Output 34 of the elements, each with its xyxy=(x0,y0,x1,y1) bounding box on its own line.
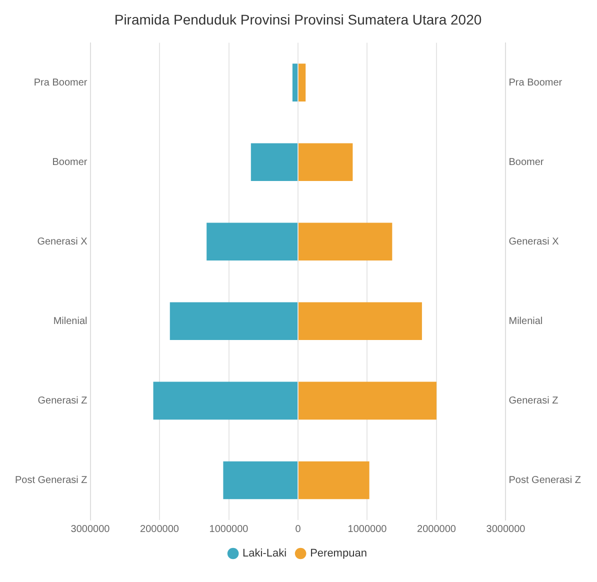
x-tick-label: 3000000 xyxy=(70,524,110,535)
category-label: Milenial xyxy=(508,316,543,327)
category-label: Generasi X xyxy=(508,236,559,248)
category-label: Generasi Z xyxy=(508,395,558,406)
y-tick-label: Pra Boomer xyxy=(34,77,88,88)
y-tick-label: Generasi Z xyxy=(38,395,88,406)
x-tick-label: 2000000 xyxy=(417,524,456,535)
y-tick-label: Post Generasi Z xyxy=(14,474,88,486)
category-label: Boomer xyxy=(508,156,544,168)
bar xyxy=(170,302,298,340)
bar xyxy=(298,143,353,181)
y-tick-label: Generasi X xyxy=(37,236,88,248)
x-tick-label: 1000000 xyxy=(348,524,388,535)
bar xyxy=(298,64,306,102)
legend-label: Perempuan xyxy=(310,548,367,560)
bar xyxy=(292,64,298,102)
category-label: Post Generasi Z xyxy=(508,474,582,486)
bar xyxy=(298,302,422,340)
category-label: Pra Boomer xyxy=(508,77,562,88)
bar xyxy=(223,461,298,500)
x-tick-label: 0 xyxy=(295,524,302,535)
x-tick-label: 3000000 xyxy=(486,524,526,535)
y-tick-label: Boomer xyxy=(52,156,88,168)
legend-label: Laki-Laki xyxy=(242,548,287,560)
bar xyxy=(298,222,392,261)
bar xyxy=(153,382,298,420)
x-tick-label: 1000000 xyxy=(209,524,249,535)
chart-title: Piramida Penduduk Provinsi Provinsi Sumatera Utara 2020 xyxy=(114,11,482,28)
x-tick-label: 2000000 xyxy=(140,524,180,535)
bar xyxy=(206,222,298,261)
bar xyxy=(298,382,436,420)
bar xyxy=(250,143,298,181)
bar xyxy=(298,461,370,500)
y-tick-label: Milenial xyxy=(53,316,88,327)
